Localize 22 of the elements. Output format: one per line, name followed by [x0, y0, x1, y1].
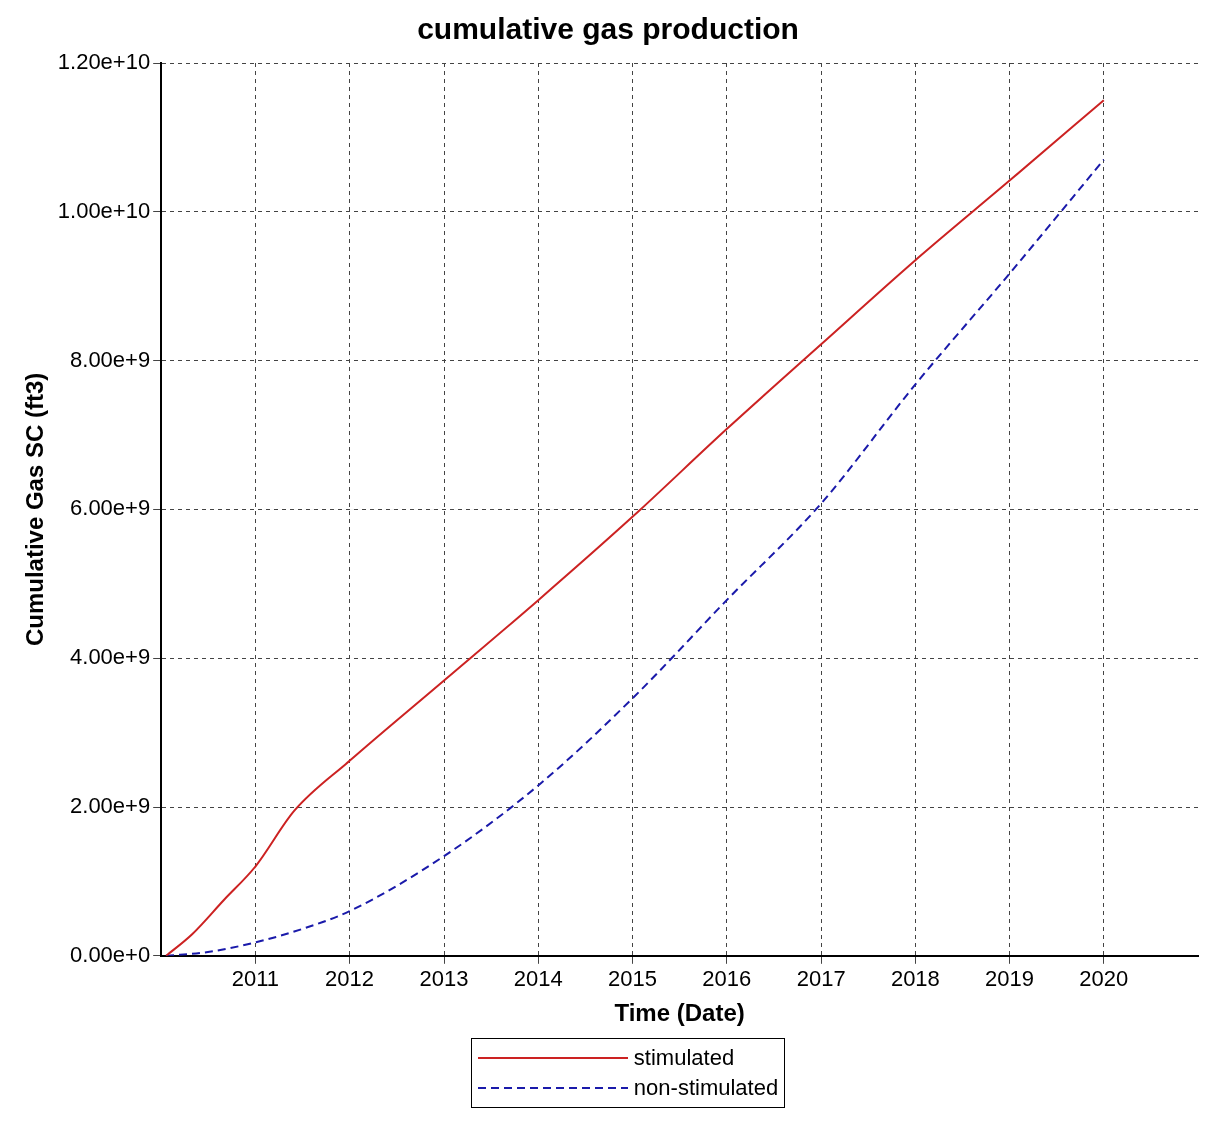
- x-tick-label: 2019: [985, 966, 1035, 992]
- y-tick-label: 6.00e+9: [70, 495, 151, 521]
- chart-title: cumulative gas production: [417, 12, 799, 46]
- legend-label: non-stimulated: [633, 1074, 779, 1102]
- y-tick-label: 1.00e+10: [57, 197, 151, 223]
- legend-label: stimulated: [633, 1044, 735, 1072]
- x-tick-label: 2014: [513, 966, 563, 992]
- y-tick-label: 2.00e+9: [70, 793, 151, 819]
- x-tick-label: 2017: [796, 966, 846, 992]
- x-tick-label: 2013: [419, 966, 469, 992]
- x-axis-title: Time (Date): [614, 999, 745, 1027]
- x-tick-label: 2011: [231, 966, 280, 992]
- x-tick-label: 2020: [1079, 966, 1129, 992]
- y-tick-label: 1.20e+10: [57, 49, 151, 75]
- y-tick-label: 0.00e+0: [70, 941, 151, 967]
- x-tick-label: 2012: [325, 966, 375, 992]
- x-tick-label: 2015: [608, 966, 657, 992]
- x-tick-label: 2018: [890, 966, 940, 992]
- x-tick-label: 2016: [702, 966, 752, 992]
- y-tick-label: 8.00e+9: [70, 346, 151, 372]
- y-axis-title: Cumulative Gas SC (ft3): [21, 372, 49, 647]
- y-tick-label: 4.00e+9: [70, 644, 151, 670]
